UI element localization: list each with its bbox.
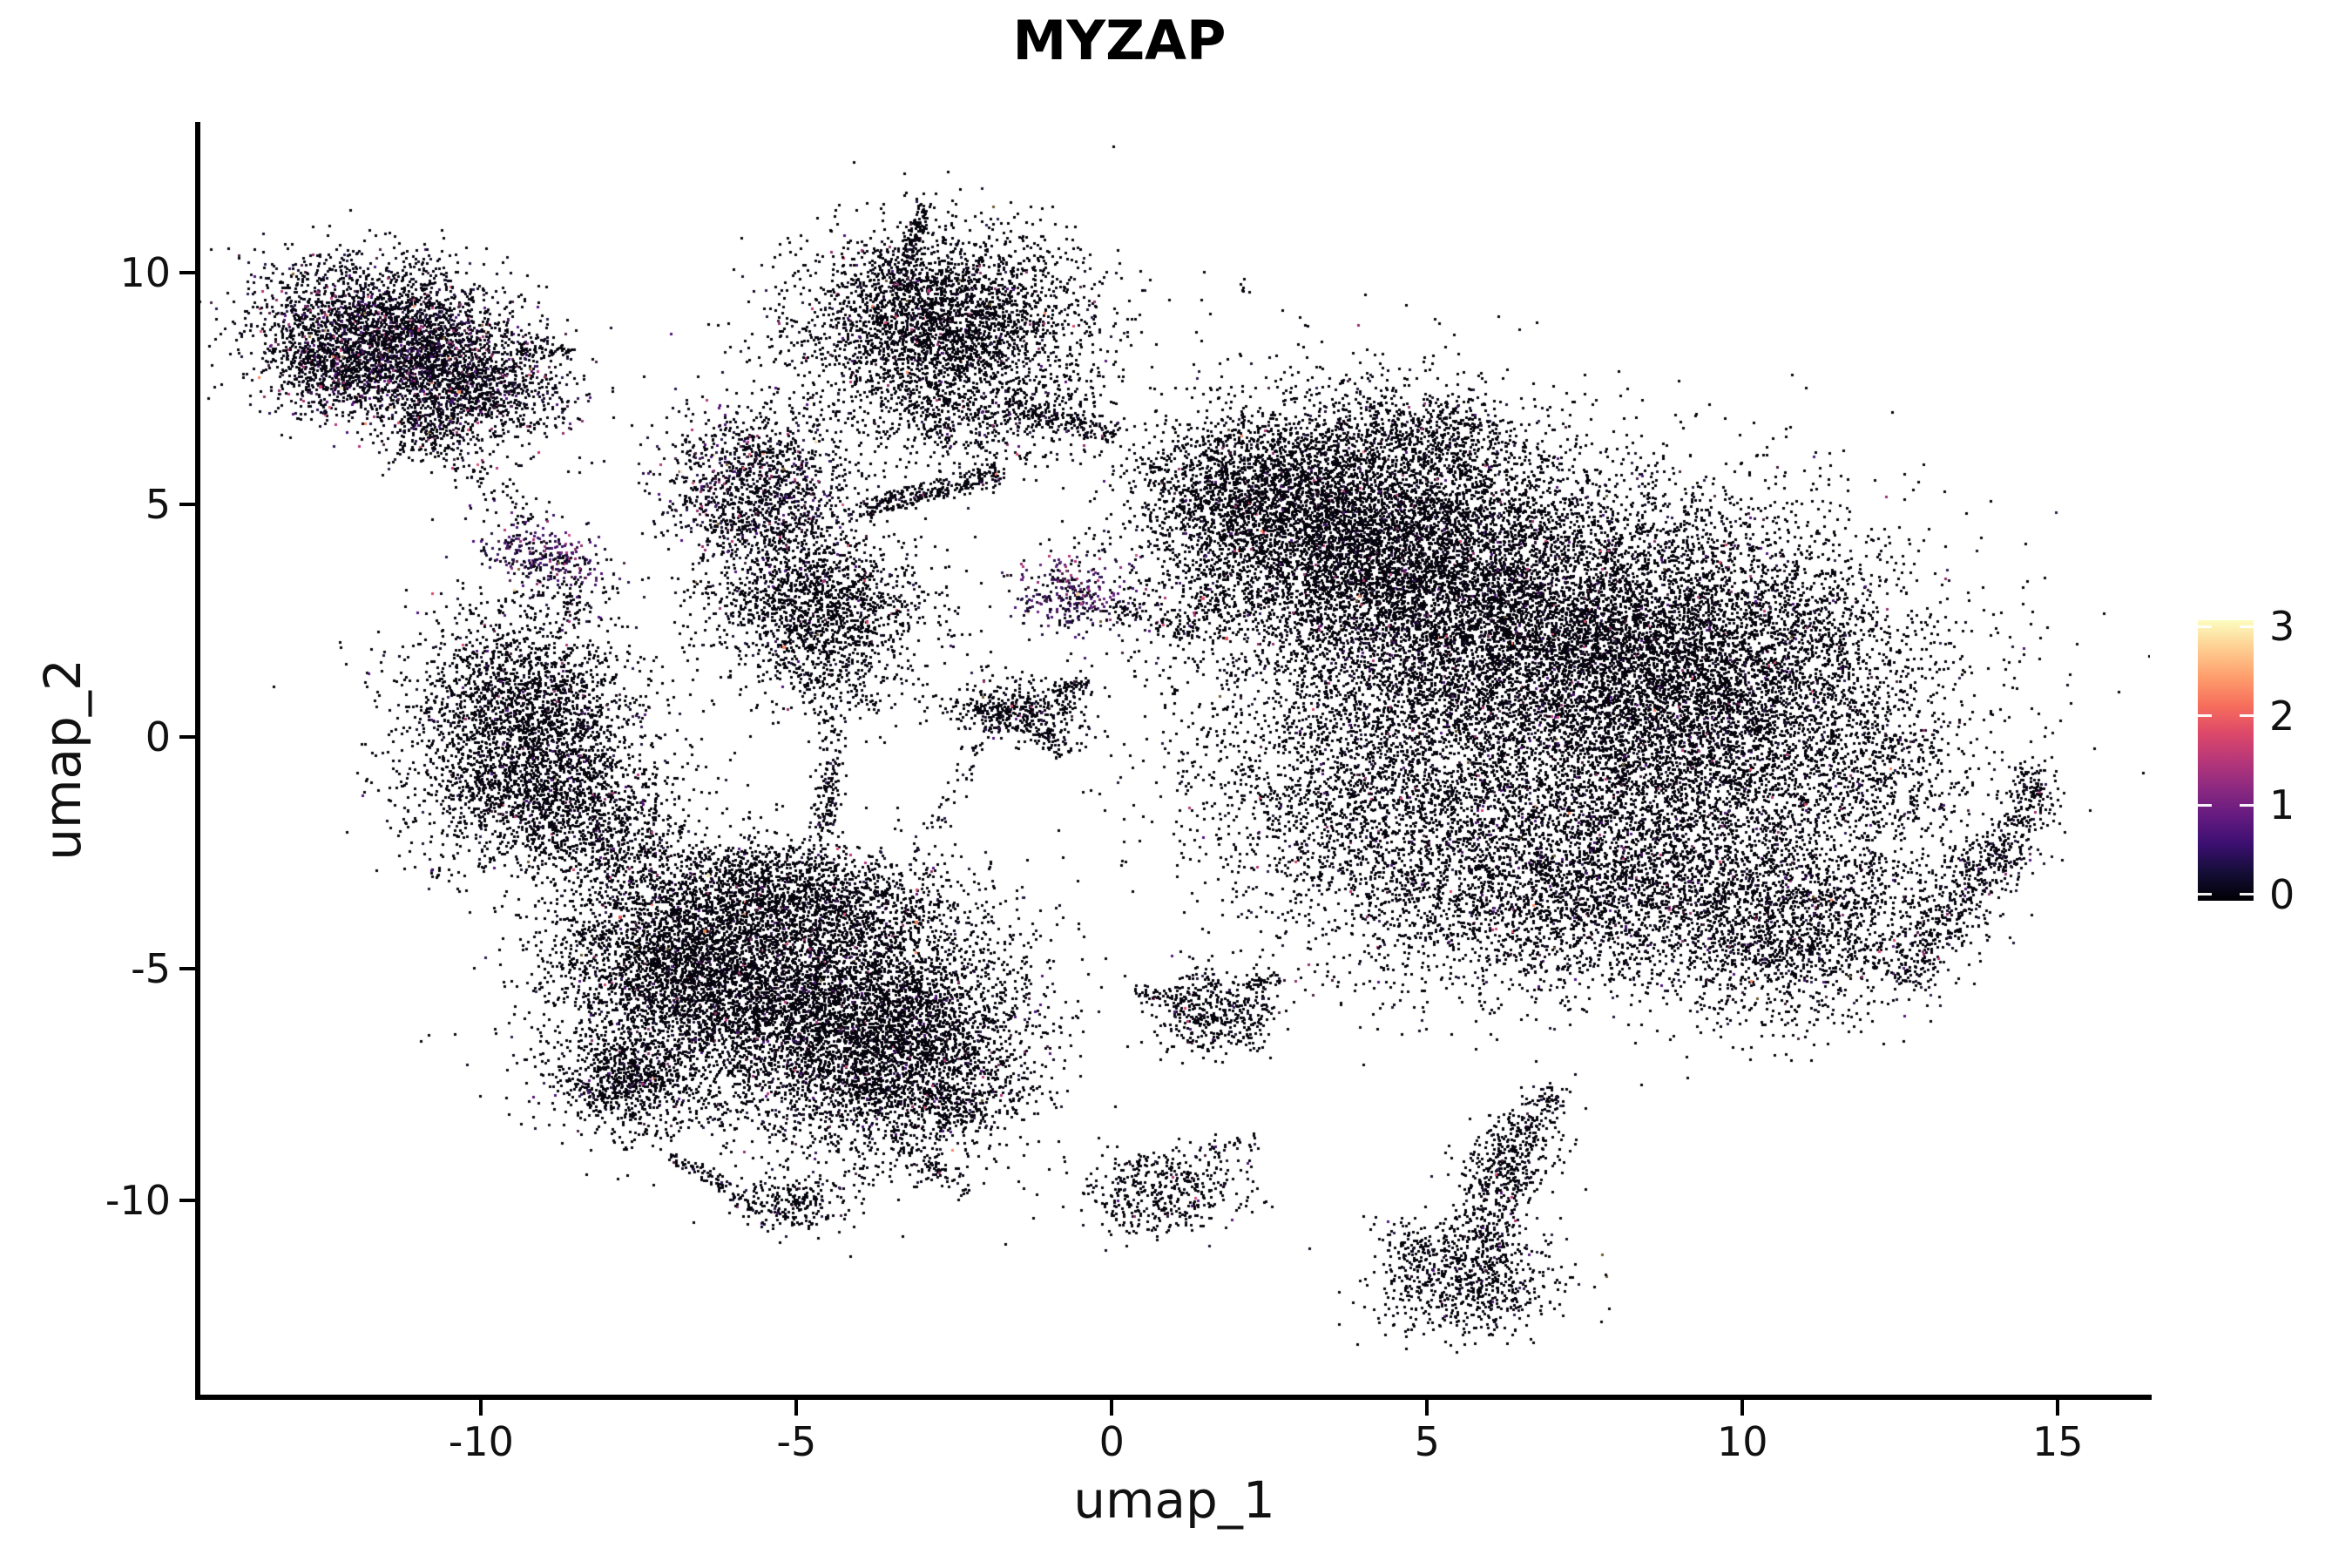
colorbar-tick-mark (2240, 893, 2254, 896)
x-axis-title: umap_1 (1073, 1470, 1275, 1530)
colorbar-tick-label: 0 (2269, 870, 2295, 918)
colorbar-tick-label: 2 (2269, 692, 2295, 740)
colorbar-tick-mark (2198, 893, 2212, 896)
x-tick-label: 10 (1717, 1418, 1768, 1465)
colorbar-tick-mark (2198, 625, 2212, 628)
y-tick-label: 10 (119, 249, 171, 297)
x-tick-label: 5 (1414, 1418, 1440, 1465)
colorbar-tick-mark (2240, 625, 2254, 628)
x-tick-mark (2056, 1400, 2060, 1416)
y-axis-spine (195, 122, 200, 1400)
x-tick-label: -5 (776, 1418, 817, 1465)
colorbar-tick-mark (2198, 803, 2212, 807)
colorbar-tick-mark (2240, 714, 2254, 718)
x-tick-mark (1110, 1400, 1114, 1416)
y-tick-label: -5 (131, 944, 171, 992)
y-tick-mark (179, 503, 195, 507)
y-tick-mark (179, 966, 195, 970)
x-tick-label: -10 (448, 1418, 514, 1465)
colorbar-tick-label: 1 (2269, 781, 2295, 829)
colorbar-gradient (2198, 620, 2254, 901)
y-tick-mark (179, 734, 195, 739)
colorbar-tick-mark (2240, 803, 2254, 807)
y-axis-title: umap_2 (33, 659, 92, 861)
y-tick-label: -10 (105, 1177, 171, 1225)
x-tick-mark (794, 1400, 799, 1416)
y-tick-label: 5 (145, 481, 171, 529)
x-tick-mark (1425, 1400, 1429, 1416)
x-tick-label: 15 (2032, 1418, 2084, 1465)
colorbar-tick-label: 3 (2269, 603, 2295, 651)
scatter-plot-area (199, 122, 2150, 1398)
x-tick-label: 0 (1098, 1418, 1125, 1465)
x-tick-mark (1740, 1400, 1745, 1416)
x-axis-spine (195, 1395, 2152, 1400)
x-tick-mark (479, 1400, 483, 1416)
colorbar-tick-mark (2198, 714, 2212, 718)
y-tick-label: 0 (145, 713, 171, 760)
y-tick-mark (179, 1199, 195, 1203)
plot-title: MYZAP (1012, 9, 1227, 72)
y-tick-mark (179, 271, 195, 275)
